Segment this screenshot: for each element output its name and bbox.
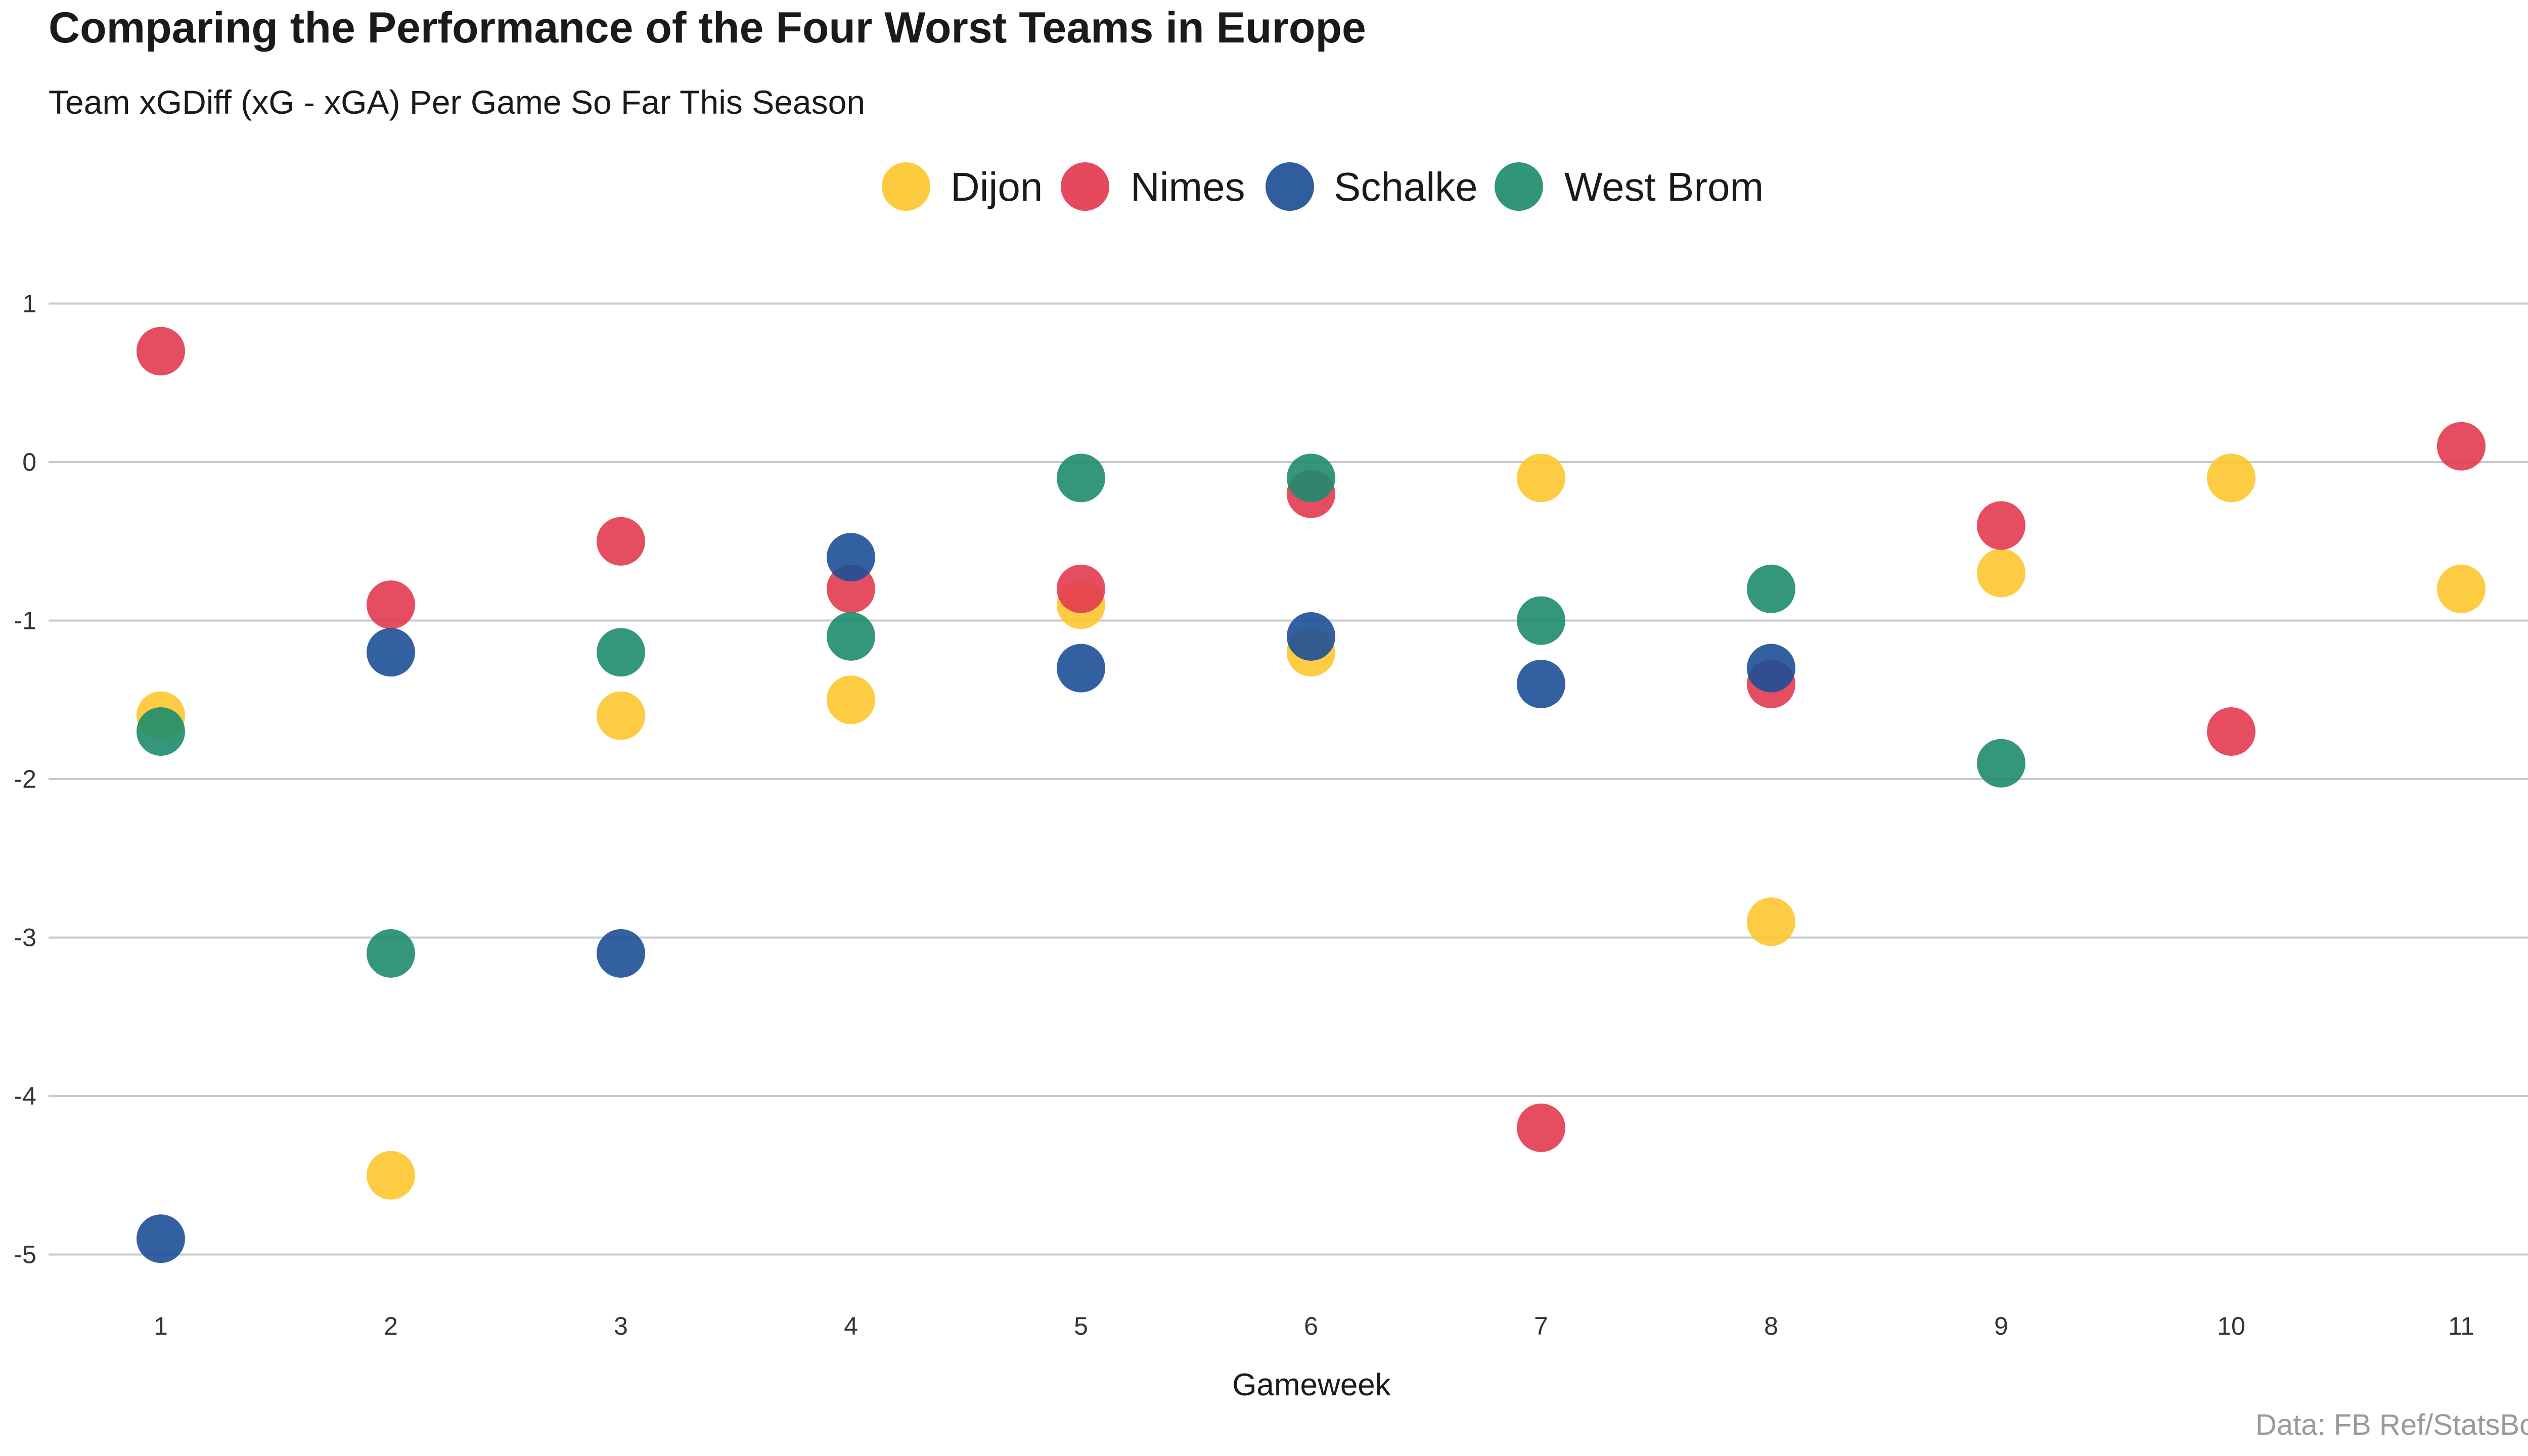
x-axis-title: Gameweek (1232, 1368, 1391, 1402)
y-tick-label: -5 (14, 1241, 36, 1269)
point-schalke-gw3 (597, 929, 645, 978)
point-schalke-gw2 (367, 628, 415, 677)
point-nimes-gw7 (1517, 1103, 1565, 1152)
chart-subtitle: Team xGDiff (xG - xGA) Per Game So Far T… (49, 83, 865, 121)
legend-item-nimes: Nimes (1061, 162, 1245, 211)
point-nimes-gw2 (367, 580, 415, 629)
legend-label: Schalke (1334, 164, 1478, 209)
legend-swatch (882, 162, 930, 211)
point-nimes-gw5 (1057, 564, 1105, 613)
legend-item-schalke: Schalke (1266, 162, 1478, 211)
legend-item-dijon: Dijon (882, 162, 1043, 211)
point-west-brom-gw9 (1977, 739, 2025, 788)
x-tick-label: 8 (1764, 1312, 1778, 1340)
x-tick-label: 4 (844, 1312, 858, 1340)
point-west-brom-gw2 (367, 929, 415, 978)
x-tick-label: 2 (384, 1312, 398, 1340)
y-tick-label: 1 (22, 290, 36, 318)
x-tick-label: 3 (614, 1312, 628, 1340)
point-schalke-gw4 (827, 533, 875, 582)
point-dijon-gw10 (2207, 453, 2255, 503)
point-dijon-gw4 (827, 675, 875, 724)
y-tick-label: -2 (14, 765, 36, 793)
gridlines (49, 302, 2528, 1256)
x-axis-ticks: 1 2 3 4 5 6 7 8 9 10 11 (154, 1312, 2474, 1340)
x-tick-label: 1 (154, 1312, 168, 1340)
point-west-brom-gw4 (827, 612, 875, 661)
y-tick-label: -3 (14, 924, 36, 952)
point-west-brom-gw5 (1057, 453, 1105, 503)
point-dijon-gw3 (597, 691, 645, 740)
point-west-brom-gw7 (1517, 596, 1565, 645)
point-nimes-gw10 (2207, 707, 2255, 756)
point-nimes-gw11 (2437, 422, 2486, 471)
point-schalke-gw6 (1287, 612, 1335, 661)
x-tick-label: 5 (1074, 1312, 1088, 1340)
point-dijon-gw11 (2437, 564, 2486, 613)
point-west-brom-gw3 (597, 628, 645, 677)
point-dijon-gw9 (1977, 549, 2025, 598)
point-west-brom-gw1 (137, 707, 185, 756)
x-tick-label: 6 (1304, 1312, 1318, 1340)
legend: Dijon Nimes Schalke West Brom (882, 162, 1764, 211)
legend-label: West Brom (1564, 164, 1764, 209)
point-schalke-gw5 (1057, 644, 1105, 693)
x-tick-label: 10 (2217, 1312, 2245, 1340)
y-tick-label: 0 (22, 448, 36, 476)
series-dijon (137, 453, 2486, 1200)
legend-item-west-brom: West Brom (1495, 162, 1764, 211)
point-schalke-gw7 (1517, 659, 1565, 708)
chart-title: Comparing the Performance of the Four Wo… (49, 4, 1366, 52)
point-nimes-gw3 (597, 517, 645, 566)
legend-swatch (1266, 162, 1314, 211)
x-tick-label: 7 (1534, 1312, 1548, 1340)
series-nimes (137, 327, 2486, 1152)
legend-label: Dijon (951, 164, 1043, 209)
point-dijon-gw7 (1517, 453, 1565, 503)
y-tick-label: -4 (14, 1082, 36, 1110)
legend-swatch (1495, 162, 1543, 211)
point-west-brom-gw6 (1287, 453, 1335, 503)
legend-label: Nimes (1131, 164, 1245, 209)
x-tick-label: 11 (2448, 1312, 2474, 1340)
point-schalke-gw8 (1747, 644, 1795, 693)
x-tick-label: 9 (1994, 1312, 2008, 1340)
legend-swatch (1061, 162, 1109, 211)
point-nimes-gw9 (1977, 501, 2025, 550)
y-tick-label: -1 (14, 607, 36, 635)
point-nimes-gw1 (137, 327, 185, 376)
point-dijon-gw8 (1747, 897, 1795, 946)
point-dijon-gw2 (367, 1151, 415, 1200)
data-points (137, 327, 2486, 1263)
series-schalke (137, 533, 1795, 1263)
point-schalke-gw1 (137, 1214, 185, 1263)
y-axis-ticks: 1 0 -1 -2 -3 -4 -5 (14, 290, 36, 1269)
series-west-brom (137, 453, 2025, 978)
point-west-brom-gw8 (1747, 564, 1795, 613)
caption: Data: FB Ref/StatsBomb (2255, 1408, 2528, 1441)
